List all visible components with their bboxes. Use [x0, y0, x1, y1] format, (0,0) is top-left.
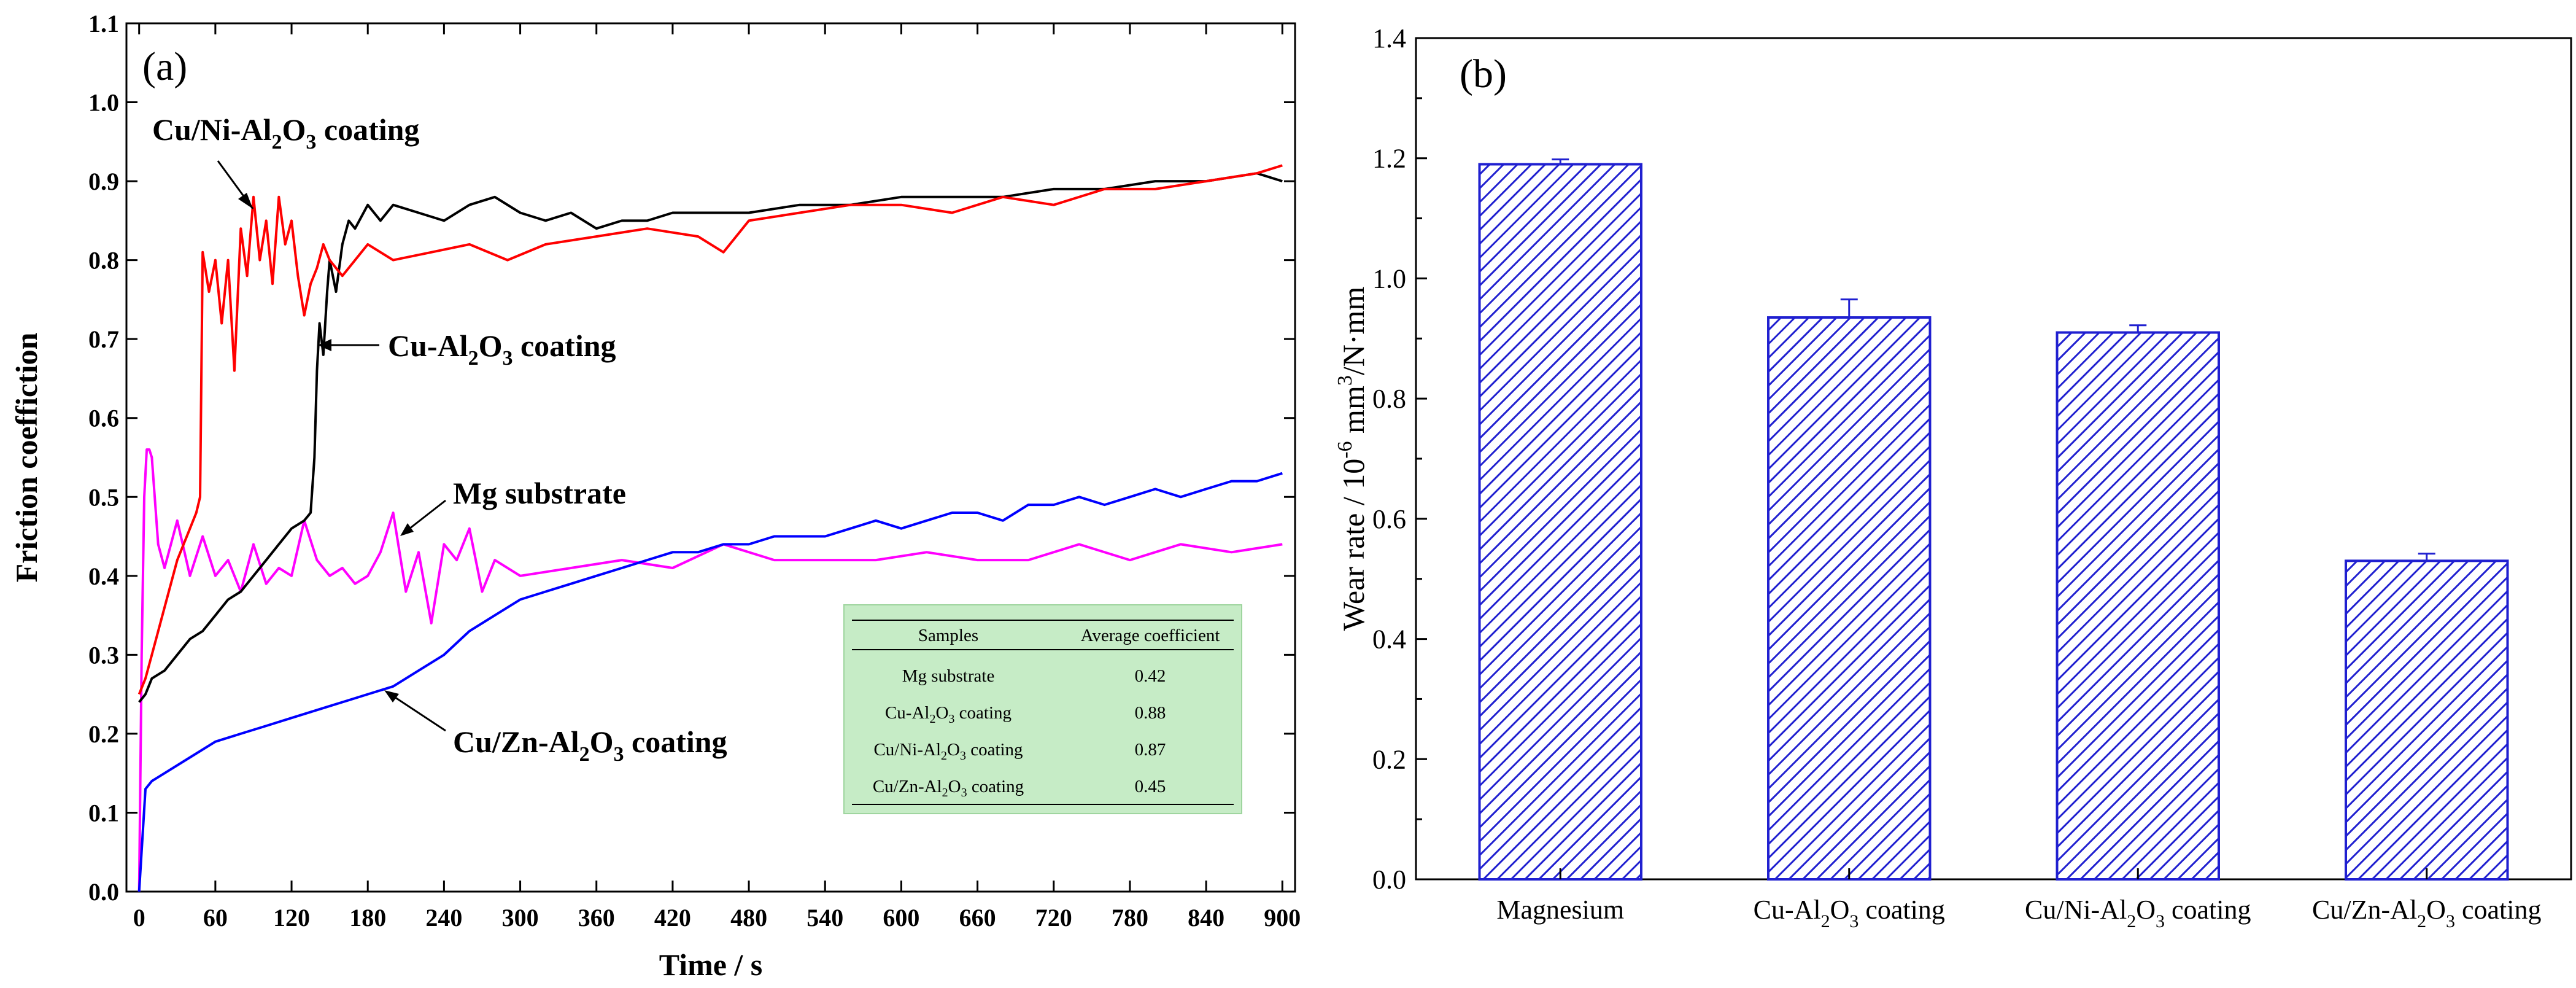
annotation-cu-ni: Cu/Ni-Al2O3 coating [152, 112, 419, 209]
series-line-3 [137, 448, 1283, 892]
panel-a-y-axis-label: Friction coeffiction [9, 332, 44, 582]
inset-table-row-2-sample: Cu-Al2O3 coating [885, 703, 1011, 726]
svg-text:Cu/Ni-Al2O3 coating: Cu/Ni-Al2O3 coating [152, 112, 419, 154]
panel-a-label: (a) [142, 44, 187, 89]
y-tick-label: 0.1 [88, 799, 119, 827]
y-tick-label: 0.2 [88, 720, 119, 748]
inset-table-row-4-value: 0.45 [1135, 777, 1166, 796]
panel-a-x-axis: 0 60 120 180 240 300 360 420 480 540 600 660 720 780 8… [133, 23, 1301, 932]
panel-b-label: (b) [1460, 52, 1507, 96]
inset-table-row-3-sample: Cu/Ni-Al2O3 coating [873, 740, 1023, 763]
x-tick-label: 300 [502, 904, 539, 932]
panel-a-friction-chart: (a) 0.0 0.1 0.2 0.3 0.4 0.5 0.6 0.7 0.8 0.9 1.0 1.1… [9, 10, 1301, 982]
y-tick-label: 0.0 [1372, 865, 1406, 895]
bar-3 [2056, 331, 2220, 881]
y-tick-label: 0.3 [88, 641, 119, 669]
y-tick-label: 1.0 [1372, 263, 1406, 294]
inset-table-row-1-value: 0.42 [1135, 666, 1166, 686]
y-tick-label: 0.8 [88, 247, 119, 274]
x-tick-label: 780 [1112, 904, 1148, 932]
annotation-cu: Cu-Al2O3 coating [318, 329, 616, 370]
x-tick-label: 480 [730, 904, 767, 932]
panel-b-x-axis: Magnesium Cu-Al2O3 coating Cu/Ni-Al2O3 coa… [1496, 868, 2541, 932]
panel-b-wear-rate-chart: (b) 0.0 0.2 0.4 0.6 0.8 1.0 1.2 1.4 Magnesium Cu… [1334, 23, 2572, 932]
x-tick-label: 540 [806, 904, 843, 932]
x-tick-label: 60 [203, 904, 228, 932]
svg-text:Cu/Zn-Al2O3 coating: Cu/Zn-Al2O3 coating [453, 725, 727, 766]
series-line-4 [137, 472, 1283, 892]
x-tick-label: 180 [349, 904, 386, 932]
x-tick-label: 360 [578, 904, 615, 932]
x-tick-label-4: Cu/Zn-Al2O3 coating [2312, 895, 2541, 932]
bar-4 [2345, 559, 2509, 881]
panel-a-frame [125, 22, 1296, 893]
panel-a-y-axis: 0.0 0.1 0.2 0.3 0.4 0.5 0.6 0.7 0.8 0.9 1.0 1.1 [88, 10, 1295, 906]
inset-table-row-2-value: 0.88 [1135, 703, 1166, 723]
panel-a-series [137, 164, 1283, 892]
y-tick-label: 1.0 [88, 89, 119, 117]
svg-text:Cu-Al2O3 coating: Cu-Al2O3 coating [388, 329, 616, 370]
y-tick-label: 1.4 [1372, 23, 1406, 53]
y-tick-label: 0.6 [88, 405, 119, 432]
y-tick-label: 0.8 [1372, 384, 1406, 414]
y-tick-label: 0.5 [88, 483, 119, 511]
x-tick-label: 600 [883, 904, 919, 932]
y-tick-label: 0.4 [1372, 624, 1406, 655]
inset-table-row-4-sample: Cu/Zn-Al2O3 coating [873, 777, 1024, 799]
inset-table-background [843, 604, 1242, 814]
bar-1 [1478, 163, 1642, 881]
x-tick-label: 660 [959, 904, 996, 932]
x-tick-label: 120 [273, 904, 310, 932]
y-tick-label: 0.7 [88, 325, 119, 353]
panel-a-x-axis-label: Time / s [659, 947, 763, 982]
x-tick-label: 420 [654, 904, 691, 932]
x-tick-label: 840 [1188, 904, 1224, 932]
inset-table-header-samples: Samples [918, 626, 978, 645]
x-tick-label: 240 [425, 904, 462, 932]
panel-b-bars [1478, 158, 2509, 881]
y-tick-label: 0.2 [1372, 744, 1406, 774]
x-tick-label: 0 [133, 904, 145, 932]
annotation-cu-zn: Cu/Zn-Al2O3 coating [384, 690, 727, 766]
inset-table-row-3-value: 0.87 [1135, 740, 1166, 760]
y-tick-label: 0.0 [88, 878, 119, 906]
y-tick-label: 1.1 [88, 10, 119, 37]
x-tick-label-1: Magnesium [1496, 895, 1624, 925]
inset-table-header-average: Average coefficient [1081, 626, 1220, 645]
bar-2 [1767, 316, 1932, 881]
svg-text:Mg substrate: Mg substrate [453, 476, 626, 510]
x-tick-label-3: Cu/Ni-Al2O3 coating [2025, 895, 2251, 932]
x-tick-label-2: Cu-Al2O3 coating [1754, 895, 1945, 932]
y-tick-label: 1.2 [1372, 144, 1406, 174]
y-tick-label: 0.9 [88, 168, 119, 195]
x-tick-label: 900 [1264, 904, 1301, 932]
panel-b-y-axis-label: Wear rate / 10-6 mm3/N·mm [1334, 287, 1371, 631]
inset-table: Samples Average coefficient Mg substrate… [843, 604, 1242, 814]
series-line-2 [138, 172, 1283, 703]
panel-b-y-axis: 0.0 0.2 0.4 0.6 0.8 1.0 1.2 1.4 [1372, 23, 1427, 895]
series-line-1 [137, 164, 1283, 695]
x-tick-label: 720 [1035, 904, 1072, 932]
y-tick-label: 0.4 [88, 562, 119, 590]
inset-table-row-1-sample: Mg substrate [902, 666, 995, 686]
y-tick-label: 0.6 [1372, 504, 1406, 534]
annotation-mg: Mg substrate [400, 476, 626, 536]
